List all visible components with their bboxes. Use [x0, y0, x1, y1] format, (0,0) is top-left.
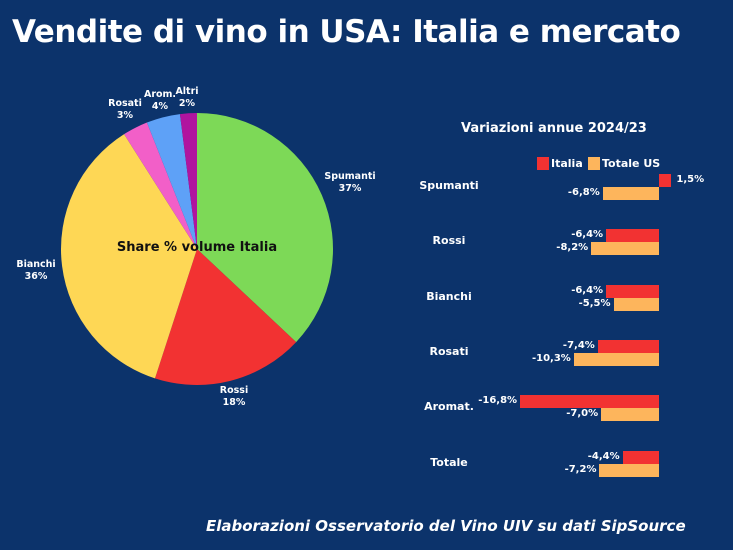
- category-label: Rossi: [432, 234, 466, 247]
- pie-slice-rosati: [124, 122, 197, 249]
- pie-slice-spumanti: [197, 113, 334, 343]
- pie-label-altri: Altri 2%: [175, 86, 199, 109]
- page-title: Vendite di vino in USA: Italia e mercato: [12, 14, 681, 50]
- bar-totale-us: [602, 187, 659, 200]
- pie-slice-bianchi: [61, 134, 197, 379]
- category-label: Rosati: [429, 345, 469, 358]
- bar-value-label: -16,8%: [478, 395, 518, 406]
- legend-swatch-italia: [537, 157, 549, 170]
- category-label: Spumanti: [419, 179, 479, 192]
- bar-italia: [606, 229, 659, 242]
- bar-value-label: -4,4%: [587, 451, 620, 462]
- category-label: Aromat.: [424, 400, 474, 413]
- pie-label-arom: Arom. 4%: [143, 89, 177, 112]
- bar-totale-us: [599, 464, 659, 477]
- legend-italia: Italia: [537, 157, 583, 170]
- pie-slice-arom: [146, 114, 197, 249]
- bar-totale-us: [573, 353, 659, 366]
- bar-italia: [659, 174, 672, 187]
- legend-swatch-totale-us: [588, 157, 600, 170]
- bar-value-label: -7,2%: [564, 464, 597, 475]
- legend-label-italia: Italia: [551, 157, 583, 170]
- bar-totale-us: [613, 298, 659, 311]
- pie-label-bianchi: Bianchi 36%: [16, 259, 56, 282]
- bar-totale-us: [591, 242, 659, 255]
- bar-totale-us: [601, 408, 659, 421]
- pie-slice-altri: [179, 113, 197, 249]
- category-label: Totale: [430, 456, 468, 469]
- pie-title: Share % volume Italia: [116, 240, 278, 255]
- bar-value-label: -5,5%: [578, 298, 611, 309]
- bar-chart-title: Variazioni annue 2024/23: [461, 121, 647, 136]
- pie-label-rossi: Rossi 18%: [219, 385, 249, 408]
- bar-italia: [520, 395, 659, 408]
- pie-slice-rossi: [154, 249, 297, 385]
- bar-value-label: -10,3%: [531, 353, 571, 364]
- bar-value-label: -7,0%: [566, 408, 599, 419]
- bar-value-label: -6,4%: [571, 229, 604, 240]
- bar-value-label: -8,2%: [556, 242, 589, 253]
- bar-italia: [606, 285, 659, 298]
- pie-label-rosati: Rosati 3%: [108, 98, 142, 121]
- source-footer: Elaborazioni Osservatorio del Vino UIV s…: [206, 517, 686, 535]
- bar-value-label: 1,5%: [676, 174, 705, 185]
- pie-label-spumanti: Spumanti 37%: [324, 171, 376, 194]
- bar-value-label: -7,4%: [562, 340, 595, 351]
- legend-totale-us: Totale US: [588, 157, 660, 170]
- bar-value-label: -6,4%: [571, 285, 604, 296]
- bar-value-label: -6,8%: [567, 187, 600, 198]
- legend-label-totale-us: Totale US: [602, 157, 661, 170]
- bar-italia: [622, 451, 659, 464]
- bar-italia: [597, 340, 659, 353]
- category-label: Bianchi: [426, 290, 472, 303]
